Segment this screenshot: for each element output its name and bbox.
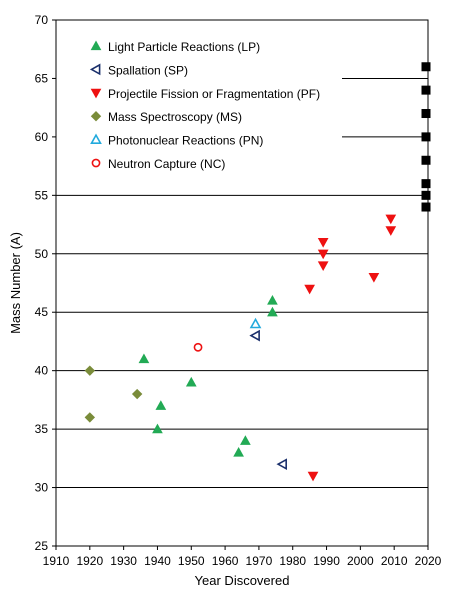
y-tick-label: 40 — [35, 364, 49, 378]
data-point-projectile-fission-or-fragmentation-pf — [304, 284, 315, 295]
data-points — [84, 62, 431, 482]
y-tick-label: 60 — [35, 130, 49, 144]
data-point-projectile-fission-or-fragmentation-pf — [307, 471, 319, 482]
y-tick-label: 70 — [35, 13, 49, 27]
legend-label: Projectile Fission or Fragmentation (PF) — [108, 87, 320, 101]
data-point-light-particle-reactions-lp — [233, 446, 244, 457]
data-point-mass-spectroscopy-ms — [131, 388, 143, 400]
data-point-unlabeled — [421, 132, 431, 142]
legend-marker — [91, 158, 101, 168]
x-axis-ticks: 1910 1920 1930 1940 1950 1960 1970 1980 1990 2000… — [43, 546, 442, 568]
data-point-projectile-fission-or-fragmentation-pf — [368, 273, 380, 283]
legend-label: Photonuclear Reactions (PN) — [108, 134, 263, 148]
data-point-unlabeled — [421, 179, 431, 189]
data-point-unlabeled — [421, 202, 431, 212]
data-point-photonuclear-reactions-pn — [249, 317, 262, 329]
x-tick-label: 1920 — [76, 554, 103, 568]
data-point-projectile-fission-or-fragmentation-pf — [385, 214, 397, 225]
data-point-unlabeled — [421, 85, 431, 95]
plot-frame — [55, 19, 429, 547]
data-point-light-particle-reactions-lp — [138, 353, 150, 364]
x-tick-label: 1950 — [178, 554, 205, 568]
gridlines — [56, 77, 428, 489]
data-point-light-particle-reactions-lp — [155, 400, 167, 410]
data-point-spallation-sp — [249, 329, 260, 342]
legend-label: Light Particle Reactions (LP) — [108, 40, 260, 54]
legend: Light Particle Reactions (LP) Spallation … — [89, 40, 320, 171]
legend-label: Mass Spectroscopy (MS) — [108, 110, 242, 124]
data-point-light-particle-reactions-lp — [185, 376, 197, 387]
data-point-unlabeled — [421, 155, 431, 165]
x-tick-label: 1990 — [313, 554, 340, 568]
x-tick-label: 2000 — [347, 554, 374, 568]
legend-label: Neutron Capture (NC) — [108, 157, 225, 171]
data-point-projectile-fission-or-fragmentation-pf — [385, 226, 397, 236]
data-point-unlabeled — [421, 190, 431, 200]
data-point-neutron-capture-nc — [193, 342, 203, 352]
y-tick-label: 55 — [35, 188, 49, 202]
legend-marker — [90, 40, 102, 51]
data-point-spallation-sp — [276, 458, 287, 471]
data-point-light-particle-reactions-lp — [267, 295, 278, 305]
x-tick-label: 1970 — [246, 554, 273, 568]
y-tick-label: 30 — [35, 481, 49, 495]
x-tick-label: 1980 — [279, 554, 306, 568]
x-tick-label: 1940 — [144, 554, 171, 568]
data-point-projectile-fission-or-fragmentation-pf — [317, 249, 329, 260]
y-axis-ticks: 25 30 35 40 45 50 55 60 65 70 — [35, 13, 56, 553]
x-tick-label: 1960 — [212, 554, 239, 568]
data-point-projectile-fission-or-fragmentation-pf — [317, 237, 329, 248]
legend-label: Spallation (SP) — [108, 63, 188, 77]
x-tick-label: 1910 — [43, 554, 70, 568]
y-tick-label: 25 — [35, 539, 49, 553]
x-axis-label: Year Discovered — [195, 573, 290, 588]
x-tick-label: 2010 — [381, 554, 408, 568]
x-tick-label: 1930 — [110, 554, 137, 568]
legend-marker — [90, 110, 102, 122]
data-point-unlabeled — [421, 62, 431, 72]
y-axis-label: Mass Number (A) — [8, 232, 23, 334]
y-tick-label: 65 — [35, 71, 49, 85]
y-tick-label: 35 — [35, 422, 49, 436]
legend-marker — [89, 63, 101, 76]
data-point-light-particle-reactions-lp — [267, 306, 278, 317]
data-point-light-particle-reactions-lp — [152, 423, 163, 434]
legend-marker — [90, 88, 102, 99]
y-tick-label: 45 — [35, 305, 49, 319]
data-point-unlabeled — [421, 109, 431, 119]
data-point-mass-spectroscopy-ms — [84, 365, 96, 376]
data-point-light-particle-reactions-lp — [240, 435, 251, 445]
data-point-projectile-fission-or-fragmentation-pf — [317, 261, 329, 271]
data-point-mass-spectroscopy-ms — [84, 412, 96, 423]
x-tick-label: 2020 — [415, 554, 442, 568]
legend-marker — [90, 133, 102, 144]
y-tick-label: 50 — [35, 247, 49, 261]
